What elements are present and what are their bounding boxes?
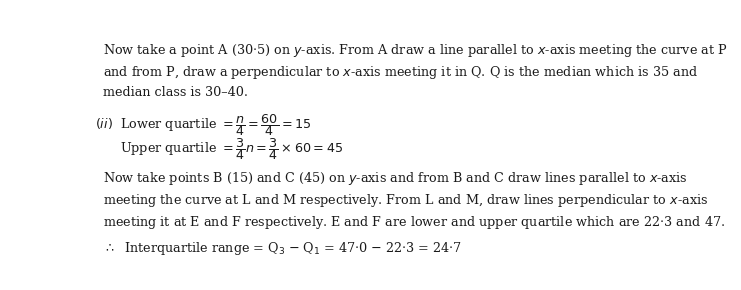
Text: median class is 30–40.: median class is 30–40. [103,86,248,99]
Text: Now take points B (15) and C (45) on $y$-axis and from B and C draw lines parall: Now take points B (15) and C (45) on $y$… [103,170,688,187]
Text: $(\mathit{ii})$  Lower quartile $= \dfrac{n}{4} = \dfrac{60}{4} = 15$: $(\mathit{ii})$ Lower quartile $= \dfrac… [96,112,312,138]
Text: Upper quartile $= \dfrac{3}{4}n = \dfrac{3}{4} \times 60 = 45$: Upper quartile $= \dfrac{3}{4}n = \dfrac… [120,136,343,162]
Text: meeting the curve at L and M respectively. From L and M, draw lines perpendicula: meeting the curve at L and M respectivel… [103,192,708,209]
Text: meeting it at E and F respectively. E and F are lower and upper quartile which a: meeting it at E and F respectively. E an… [103,214,725,231]
Text: Now take a point A (30$\cdot$5) on $y$-axis. From A draw a line parallel to $x$-: Now take a point A (30$\cdot$5) on $y$-a… [103,42,728,59]
Text: and from P, draw a perpendicular to $x$-axis meeting it in Q. Q is the median wh: and from P, draw a perpendicular to $x$-… [103,64,698,81]
Text: $\therefore$  Interquartile range = Q$_3$ $-$ Q$_1$ = 47$\cdot$0 $-$ 22$\cdot$3 : $\therefore$ Interquartile range = Q$_3$… [103,240,462,257]
